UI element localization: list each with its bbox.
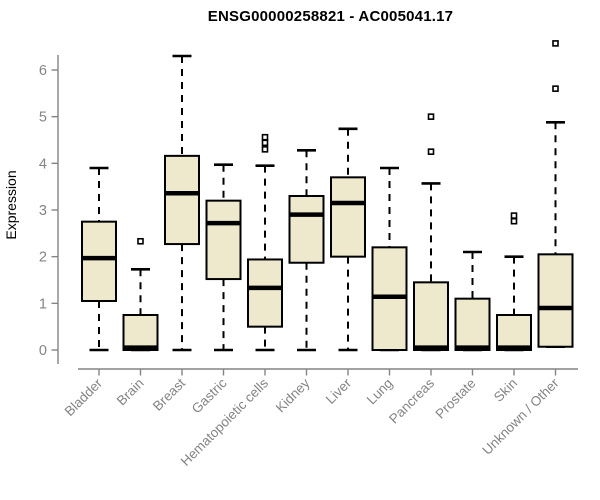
x-category-label-liver: Liver [323, 375, 355, 407]
y-axis-title: Expression [3, 170, 19, 239]
outlier-point [552, 40, 559, 47]
y-tick-label: 5 [39, 110, 47, 126]
outlier-point [510, 212, 518, 219]
y-tick-label: 4 [39, 156, 47, 172]
outlier-point [427, 113, 435, 120]
boxplot-bladder [81, 166, 117, 352]
x-category-label-lung: Lung [364, 376, 396, 408]
x-category-label-skin: Skin [491, 376, 520, 405]
boxplot-gastric [205, 163, 242, 352]
y-tick-label: 6 [39, 63, 47, 79]
boxplot-liver [330, 127, 366, 352]
x-category-label-pancreas: Pancreas [386, 375, 437, 426]
y-tick-label: 0 [39, 343, 47, 359]
boxplot-brain [122, 237, 159, 352]
x-category-label-brain: Brain [114, 376, 147, 409]
boxplot-pancreas [413, 113, 449, 352]
outlier-point [427, 148, 435, 155]
x-category-label-gastric: Gastric [189, 375, 230, 416]
outlier-point [261, 139, 269, 147]
outlier-point [261, 133, 269, 141]
x-category-label-unknown-other: Unknown / Other [479, 375, 562, 458]
boxplot-unknown-other [537, 40, 574, 349]
y-tick-label: 1 [39, 296, 47, 312]
outlier-point [552, 85, 559, 92]
x-category-label-kidney: Kidney [273, 375, 313, 415]
boxplot-skin [496, 212, 532, 352]
y-tick-label: 3 [39, 203, 47, 219]
x-category-label-prostate: Prostate [432, 376, 478, 422]
outlier-point [137, 237, 144, 245]
chart-title: ENSG00000258821 - AC005041.17 [207, 8, 454, 25]
y-tick-label: 2 [39, 250, 47, 266]
outlier-point [510, 217, 518, 225]
x-category-label-breast: Breast [150, 375, 188, 413]
boxplot-kidney [288, 148, 325, 352]
boxplot-hematopoietic-cells [247, 133, 283, 352]
boxplot-prostate [454, 250, 491, 352]
boxplot-breast [164, 54, 200, 352]
outlier-point [261, 146, 269, 153]
boxplot-lung [371, 166, 408, 352]
x-category-label-bladder: Bladder [62, 375, 106, 419]
